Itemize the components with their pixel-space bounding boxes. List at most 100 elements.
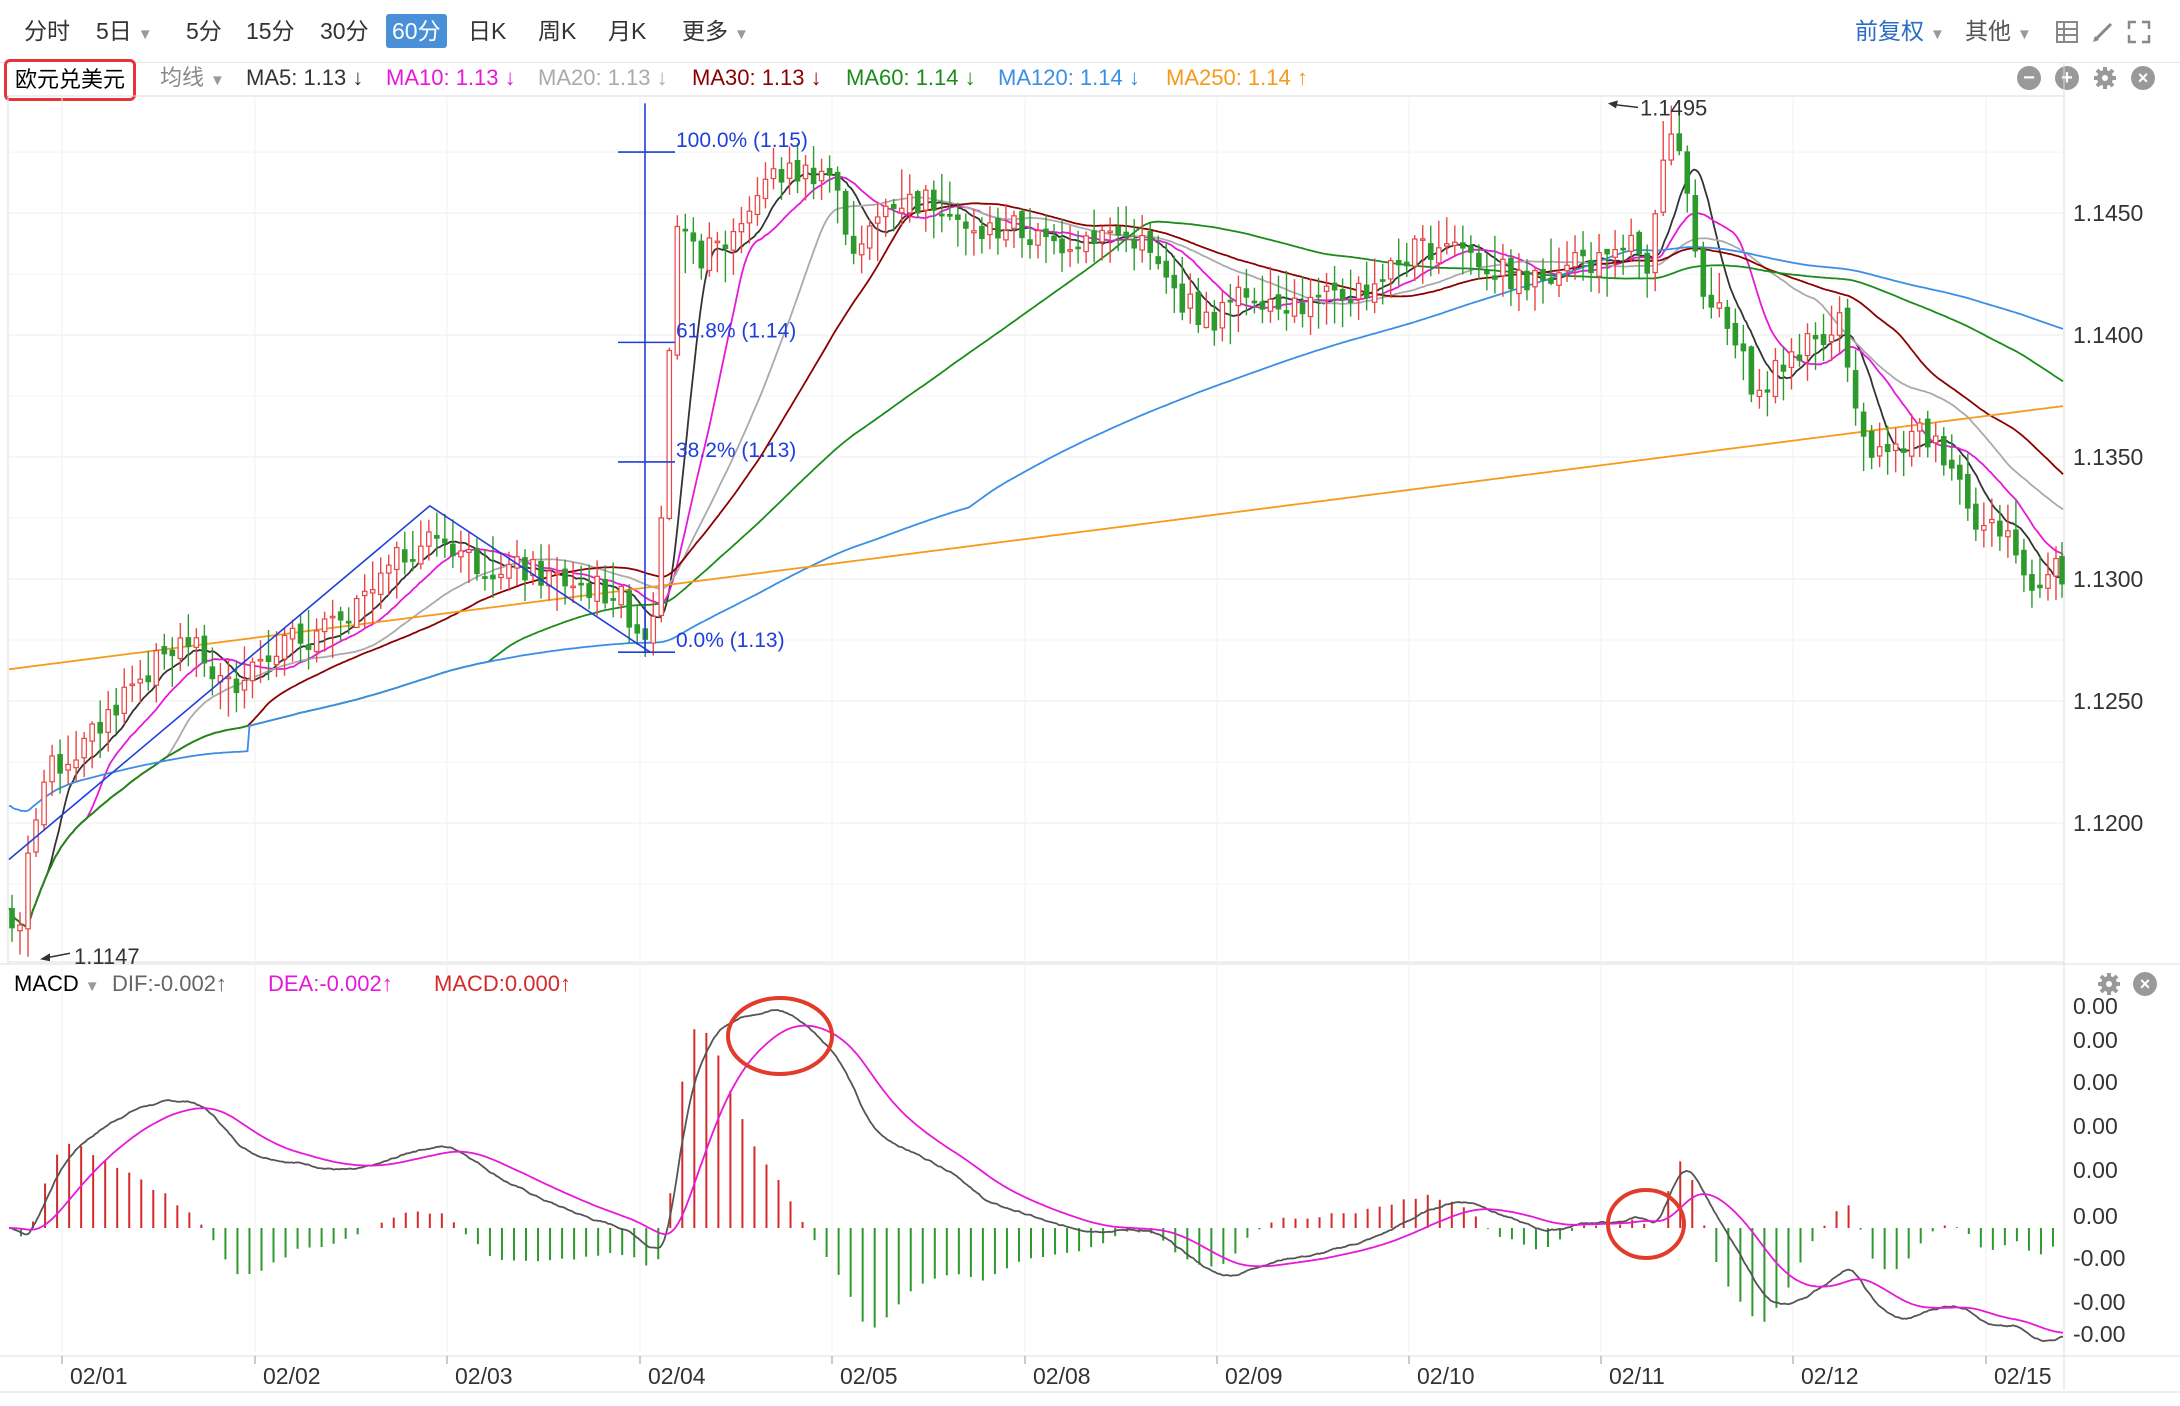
- fib-level-label: 38.2% (1.13): [676, 439, 796, 462]
- candle-body: [1468, 245, 1474, 253]
- candle-body: [987, 222, 993, 236]
- candle-body: [1355, 282, 1362, 300]
- date-tick-label: 02/11: [1609, 1363, 1665, 1389]
- candle-body: [409, 559, 416, 562]
- candle-body: [1916, 422, 1923, 432]
- tab-15min[interactable]: 15分: [246, 18, 295, 44]
- ma-type-dropdown[interactable]: 均线 ▼: [160, 62, 225, 97]
- candle-body: [1123, 231, 1129, 236]
- candle-body: [995, 217, 1001, 239]
- ma20-label: MA20: 1.13 ↓: [538, 65, 668, 90]
- price-frame: [7, 95, 2065, 963]
- candle-body: [1395, 260, 1402, 266]
- candle-body: [866, 225, 873, 249]
- tab-5day-label: 5日: [96, 18, 132, 44]
- tab-60min[interactable]: 60分: [386, 14, 447, 48]
- chevron-down-icon: ▼: [2017, 26, 2032, 43]
- candle-body: [562, 568, 568, 587]
- candle-body: [1307, 296, 1314, 318]
- candle-body: [834, 171, 841, 191]
- candle-body: [1612, 248, 1618, 258]
- macd-tick-label: -0.00: [2073, 1289, 2125, 1315]
- candle-body: [426, 531, 432, 547]
- tab-day-k[interactable]: 日K: [468, 18, 507, 44]
- candle-body: [2053, 557, 2059, 577]
- candle-body: [153, 650, 160, 686]
- candle-body: [626, 590, 633, 628]
- candle-body: [105, 708, 111, 733]
- adjust-dropdown[interactable]: 前复权 ▼: [1855, 14, 1945, 48]
- chevron-down-icon: ▼: [137, 26, 153, 43]
- candle-body: [594, 575, 600, 602]
- macd-tick-label: 0.00: [2073, 1069, 2118, 1095]
- candle-body: [955, 214, 961, 220]
- candle-body: [842, 190, 849, 235]
- close-circle-icon[interactable]: ×: [2131, 66, 2155, 90]
- close-circle-icon[interactable]: ×: [2133, 972, 2157, 996]
- tab-month-k[interactable]: 月K: [608, 18, 647, 44]
- macd-indicator-dropdown[interactable]: MACD ▼: [14, 968, 100, 1003]
- ma-lines: [8, 168, 2064, 928]
- tab-fenshi[interactable]: 分时: [24, 18, 70, 44]
- candle-body: [273, 655, 280, 666]
- candle-body: [1532, 269, 1538, 288]
- candle-body: [1051, 235, 1057, 242]
- minus-circle-icon[interactable]: −: [2017, 66, 2041, 90]
- low-arrowhead: [40, 953, 50, 962]
- other-dropdown[interactable]: 其他 ▼: [1965, 14, 2032, 48]
- candle-body: [1339, 288, 1346, 301]
- symbol-label[interactable]: 欧元兑美元: [4, 59, 137, 101]
- tab-5min[interactable]: 5分: [186, 18, 222, 44]
- candle-body: [1772, 359, 1779, 398]
- macd-tick-label: 0.00: [2073, 1157, 2118, 1183]
- gear-icon[interactable]: [2093, 66, 2117, 90]
- candle-body: [161, 646, 168, 655]
- candle-body: [1748, 346, 1755, 395]
- candle-body: [249, 661, 256, 682]
- draw-pen-icon[interactable]: [2091, 20, 2115, 44]
- chevron-down-icon: ▼: [1930, 26, 1945, 43]
- candle-body: [1556, 272, 1562, 286]
- ma-line-ma120: [8, 246, 2064, 813]
- candle-body: [1411, 238, 1418, 267]
- candle-body: [1251, 300, 1258, 304]
- candle-body: [57, 754, 63, 774]
- candle-body: [1484, 270, 1490, 275]
- tab-30min[interactable]: 30分: [320, 18, 369, 44]
- macd-tick-label: -0.00: [2073, 1245, 2125, 1271]
- candle-body: [1107, 230, 1113, 234]
- candle-body: [1227, 299, 1234, 303]
- candle-body: [1363, 284, 1370, 299]
- candle-body: [858, 243, 865, 256]
- candle-body: [746, 210, 753, 224]
- candle-body: [1243, 288, 1250, 298]
- candle-body: [618, 585, 624, 606]
- candle-body: [818, 170, 825, 182]
- gear-icon[interactable]: [2097, 972, 2121, 996]
- candle-body: [1804, 333, 1811, 357]
- candle-body: [25, 852, 31, 930]
- candle-body: [1315, 294, 1322, 298]
- candle-body: [770, 168, 777, 180]
- grid-icon[interactable]: [2055, 20, 2079, 44]
- candle-body: [458, 550, 464, 558]
- period-toolbar: 分时 5日 ▼ 5分 15分 30分 60分 日K 周K 月K 更多 ▼ 前复权 ▼ …: [0, 0, 2180, 63]
- candle-body: [209, 666, 216, 680]
- candle-body: [1884, 444, 1891, 453]
- candle-body: [1443, 243, 1450, 247]
- tab-5day[interactable]: 5日 ▼: [90, 14, 159, 48]
- candle-body: [882, 205, 889, 218]
- candle-body: [1476, 252, 1482, 268]
- candle-body: [1203, 311, 1210, 329]
- price-tick-label: 1.1400: [2073, 322, 2143, 348]
- fullscreen-icon[interactable]: [2127, 20, 2151, 44]
- tab-week-k[interactable]: 周K: [538, 18, 577, 44]
- candle-body: [1900, 448, 1907, 453]
- tab-more[interactable]: 更多 ▼: [676, 14, 755, 48]
- candle-body: [1035, 230, 1041, 246]
- candle-body: [281, 634, 288, 660]
- plus-circle-icon[interactable]: +: [2055, 66, 2079, 90]
- candle-body: [129, 683, 136, 687]
- candle-body: [1179, 283, 1186, 313]
